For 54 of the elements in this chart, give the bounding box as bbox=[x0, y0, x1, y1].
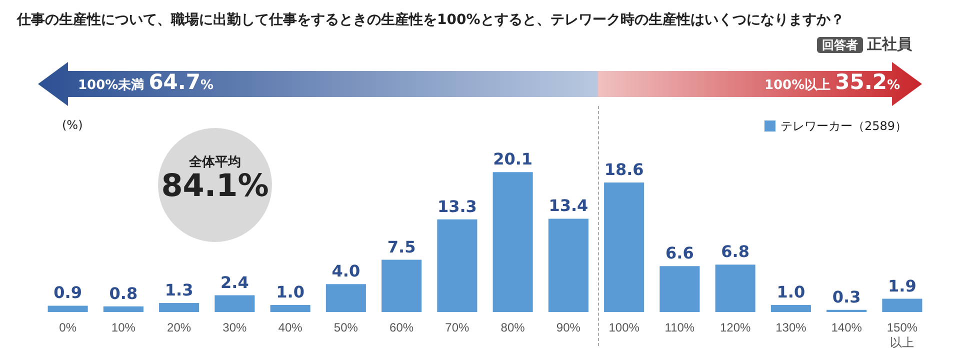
bar bbox=[492, 172, 533, 312]
x-tick-label: 80% bbox=[500, 320, 526, 334]
data-label: 18.6 bbox=[604, 160, 644, 180]
x-tick-label: 50% bbox=[334, 320, 358, 334]
data-label: 1.0 bbox=[776, 282, 806, 302]
data-label: 1.3 bbox=[164, 280, 194, 300]
data-label: 13.3 bbox=[437, 196, 477, 216]
x-tick-label: 70% bbox=[445, 320, 470, 334]
x-tick-label: 0% bbox=[59, 320, 77, 334]
x-tick-label: 140% bbox=[831, 320, 862, 334]
data-label: 4.0 bbox=[332, 262, 360, 281]
data-label: 7.5 bbox=[387, 237, 416, 256]
text: 100%未満 64.7% bbox=[78, 70, 214, 94]
bar bbox=[326, 284, 366, 312]
x-tick-label: 40% bbox=[278, 320, 303, 334]
data-label: 0.9 bbox=[54, 283, 82, 302]
data-label: 20.1 bbox=[493, 150, 533, 169]
bar bbox=[548, 218, 588, 312]
x-tick-label: 60% bbox=[390, 320, 414, 334]
data-label: 1.0 bbox=[276, 282, 304, 302]
data-label: 6.8 bbox=[721, 242, 750, 262]
bar bbox=[103, 306, 144, 312]
bar bbox=[159, 302, 200, 312]
chart-title: 仕事の生産性について、職場に出勤して仕事をするときの生産性を100%とすると、テレワーク時の生産性はいくつになりますか？ bbox=[16, 11, 844, 28]
legend-label: テレワーカー（2589） bbox=[780, 119, 908, 133]
x-tick-label: 10% bbox=[111, 320, 136, 334]
x-tick-label: 130% bbox=[776, 320, 807, 334]
x-tick-label: 90% bbox=[556, 320, 581, 334]
data-label: 13.4 bbox=[548, 196, 588, 216]
bar bbox=[770, 305, 811, 312]
bar bbox=[48, 306, 88, 312]
data-label: 2.4 bbox=[220, 272, 249, 292]
x-tick-label: 120% bbox=[720, 320, 751, 334]
text: 回答者 正社員 bbox=[821, 35, 912, 53]
x-tick-label: 110% bbox=[664, 320, 695, 334]
data-label: 0.3 bbox=[832, 287, 861, 306]
bar bbox=[604, 182, 644, 312]
data-label: 1.9 bbox=[888, 276, 916, 296]
bar bbox=[882, 298, 922, 312]
x-tick-label: 20% bbox=[167, 320, 192, 334]
bar bbox=[437, 219, 478, 312]
bar bbox=[715, 264, 756, 312]
bar bbox=[660, 266, 700, 312]
x-tick-label: 100% bbox=[608, 320, 640, 334]
bar bbox=[214, 295, 255, 312]
data-label: 0.8 bbox=[109, 284, 138, 303]
y-axis-title: (%) bbox=[62, 118, 83, 132]
x-tick-label: 150% 以上 bbox=[886, 320, 918, 350]
data-label: 6.6 bbox=[666, 244, 694, 263]
bar bbox=[382, 260, 422, 312]
annotation: 全体平均 84.1% bbox=[160, 154, 270, 204]
x-tick-label: 30% bbox=[222, 320, 248, 334]
bar bbox=[270, 305, 310, 312]
text: 100%以上 35.2% bbox=[764, 70, 900, 94]
